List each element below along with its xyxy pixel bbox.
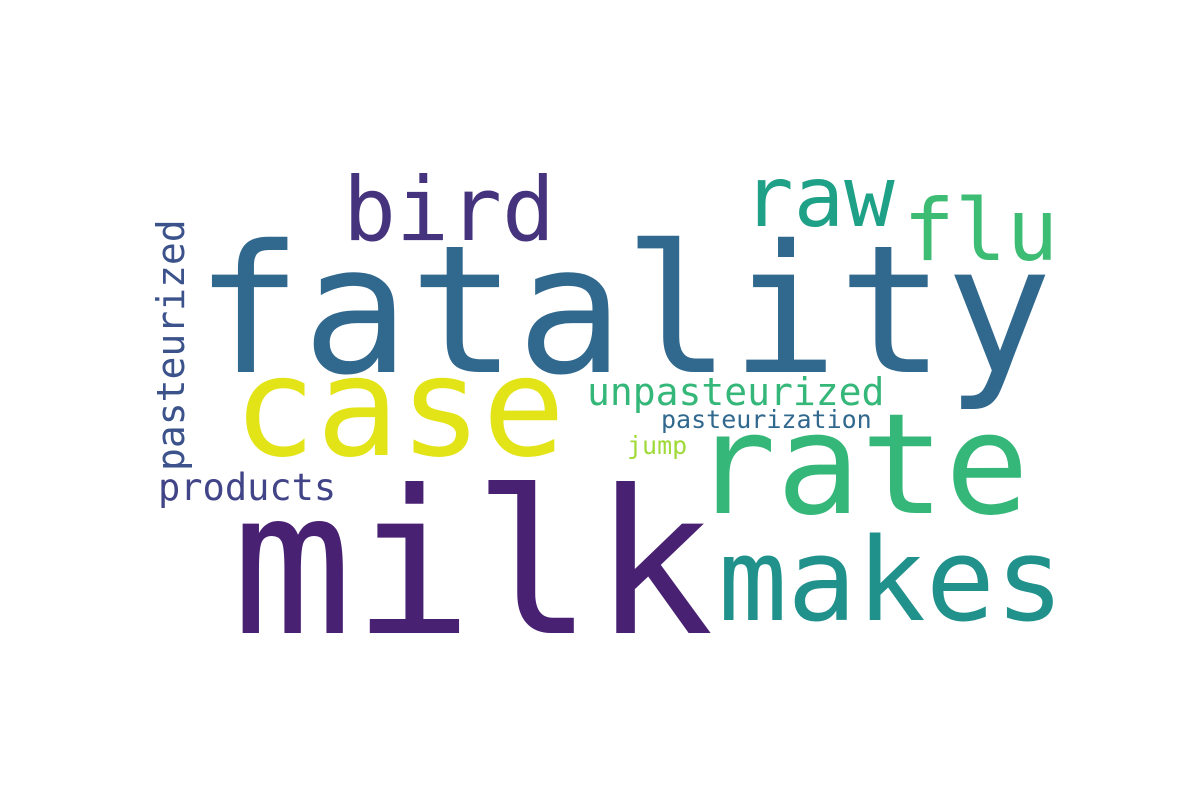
word: bird — [343, 158, 555, 261]
word: milk — [232, 448, 714, 681]
word: unpasteurized — [587, 370, 884, 414]
word: fatality — [195, 207, 1052, 414]
word: products — [158, 466, 336, 509]
word: rate — [692, 384, 1029, 547]
word: raw — [743, 148, 895, 246]
word: pasteurized — [149, 219, 193, 471]
word: flu — [903, 181, 1058, 281]
word: case — [233, 327, 565, 488]
word: pasteurization — [661, 405, 872, 434]
word: jump — [627, 431, 687, 460]
word: makes — [718, 514, 1064, 648]
